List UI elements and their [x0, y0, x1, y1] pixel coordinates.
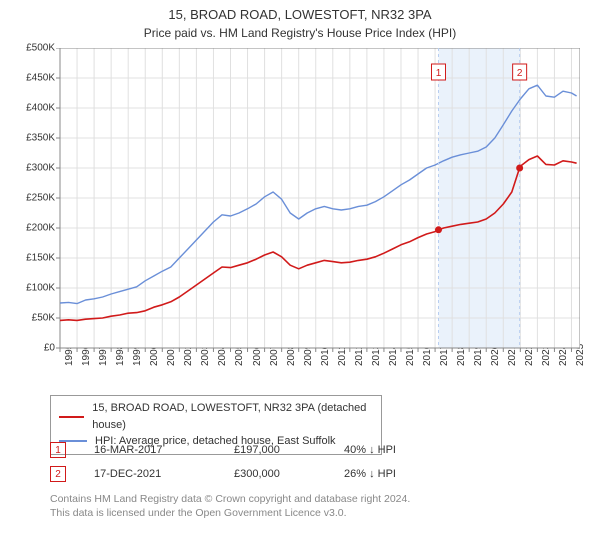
y-tick-label: £0 [44, 343, 55, 354]
x-tick-label: 1995 [64, 354, 75, 366]
y-tick-label: £250K [26, 193, 55, 204]
x-tick-label: 1998 [115, 354, 126, 366]
x-tick-label: 2010 [320, 354, 331, 366]
transactions-table: 1 16-MAR-2017£197,00040% ↓ HPI 2 17-DEC-202… [50, 438, 464, 486]
transaction-row: 2 17-DEC-2021£300,00026% ↓ HPI [50, 462, 464, 486]
x-tick-label: 2019 [473, 354, 484, 366]
x-tick-label: 2006 [252, 354, 263, 366]
x-tick-label: 2004 [217, 354, 228, 366]
x-tick-label: 2008 [286, 354, 297, 366]
x-tick-label: 2015 [405, 354, 416, 366]
transaction-row: 1 16-MAR-2017£197,00040% ↓ HPI [50, 438, 464, 462]
y-tick-label: £200K [26, 223, 55, 234]
y-tick-label: £300K [26, 163, 55, 174]
x-tick-label: 2001 [166, 354, 177, 366]
chart-title: 15, BROAD ROAD, LOWESTOFT, NR32 3PA [0, 0, 600, 24]
x-tick-label: 2023 [541, 354, 552, 366]
x-tick-label: 2021 [507, 354, 518, 366]
x-tick-label: 2014 [388, 354, 399, 366]
transaction-date: 17-DEC-2021 [94, 468, 234, 480]
x-tick-label: 2000 [149, 354, 160, 366]
transaction-date: 16-MAR-2017 [94, 444, 234, 456]
x-tick-label: 2013 [371, 354, 382, 366]
x-tick-label: 2022 [524, 354, 535, 366]
transaction-marker: 1 [50, 442, 66, 458]
x-tick-label: 2003 [200, 354, 211, 366]
x-tick-label: 2012 [354, 354, 365, 366]
legend-label: 15, BROAD ROAD, LOWESTOFT, NR32 3PA (det… [92, 400, 373, 433]
y-tick-label: £50K [32, 313, 55, 324]
footer-line-2: This data is licensed under the Open Gov… [50, 506, 410, 520]
x-tick-label: 2018 [456, 354, 467, 366]
line-chart: 12 [56, 48, 580, 352]
x-tick-label: 2024 [558, 354, 569, 366]
x-tick-label: 1999 [132, 354, 143, 366]
x-tick-label: 2002 [183, 354, 194, 366]
transaction-marker: 2 [50, 466, 66, 482]
x-tick-label: 2009 [303, 354, 314, 366]
x-tick-label: 2007 [269, 354, 280, 366]
transaction-price: £197,000 [234, 444, 344, 456]
footer-attribution: Contains HM Land Registry data © Crown c… [50, 492, 410, 520]
x-tick-label: 2011 [337, 354, 348, 366]
transaction-diff: 40% ↓ HPI [344, 444, 464, 456]
svg-text:2: 2 [517, 68, 523, 79]
chart-area: £0 £50K £100K £150K £200K £250K £300K £350K £400… [10, 48, 590, 378]
x-tick-label: 1996 [81, 354, 92, 366]
footer-line-1: Contains HM Land Registry data © Crown c… [50, 492, 410, 506]
y-tick-label: £450K [26, 73, 55, 84]
legend-swatch [59, 416, 84, 418]
x-tick-label: 2020 [490, 354, 501, 366]
x-tick-label: 2017 [439, 354, 450, 366]
y-tick-label: £350K [26, 133, 55, 144]
x-tick-label: 2025 [575, 354, 586, 366]
y-tick-label: £500K [26, 43, 55, 54]
x-tick-label: 2016 [422, 354, 433, 366]
y-tick-label: £150K [26, 253, 55, 264]
x-tick-label: 1997 [98, 354, 109, 366]
x-tick-label: 2005 [234, 354, 245, 366]
svg-text:1: 1 [436, 68, 442, 79]
y-tick-label: £400K [26, 103, 55, 114]
chart-subtitle: Price paid vs. HM Land Registry's House … [0, 26, 600, 40]
legend-item: 15, BROAD ROAD, LOWESTOFT, NR32 3PA (det… [59, 400, 373, 433]
transaction-diff: 26% ↓ HPI [344, 468, 464, 480]
transaction-price: £300,000 [234, 468, 344, 480]
y-tick-label: £100K [26, 283, 55, 294]
